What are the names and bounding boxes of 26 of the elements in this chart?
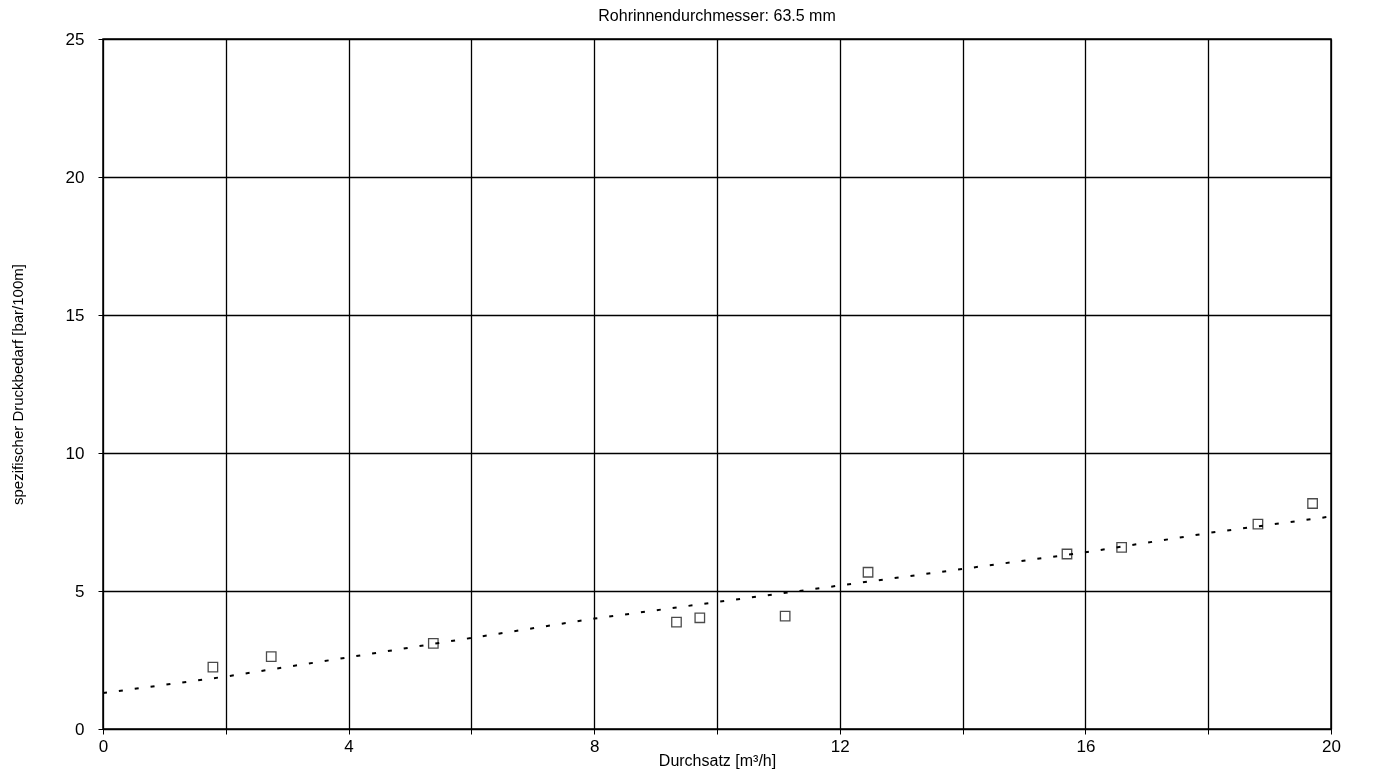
point [265,651,277,663]
point [207,661,219,673]
x-tick-label: 0 [98,736,109,756]
y-tick-label: 25 [65,29,85,49]
x-tick-label: 16 [1076,736,1096,756]
x-tick-label: 12 [830,736,850,756]
y-tick-label: 5 [75,581,85,601]
x-tick-label: 8 [589,736,600,756]
point [862,566,874,578]
point [1061,548,1073,560]
point [1252,518,1264,530]
y-tick-label: 20 [65,167,85,187]
y-axis-title: spezifischer Druckbedarf [bar/100m] [8,264,26,505]
x-axis-title: Durchsatz [m³/h] [658,751,777,769]
point [694,612,706,624]
y-tick-label: 10 [65,443,85,463]
point [427,638,439,649]
point [779,610,791,622]
x-tick-label: 4 [344,736,354,756]
point [1116,542,1128,553]
y-tick-label: 0 [75,719,85,739]
x-tick-label: 20 [1322,736,1341,756]
y-tick-label: 15 [65,305,85,325]
chart-title: Rohrinnendurchmesser: 63.5 mm [598,7,836,24]
point [671,616,682,628]
point [1307,498,1318,509]
